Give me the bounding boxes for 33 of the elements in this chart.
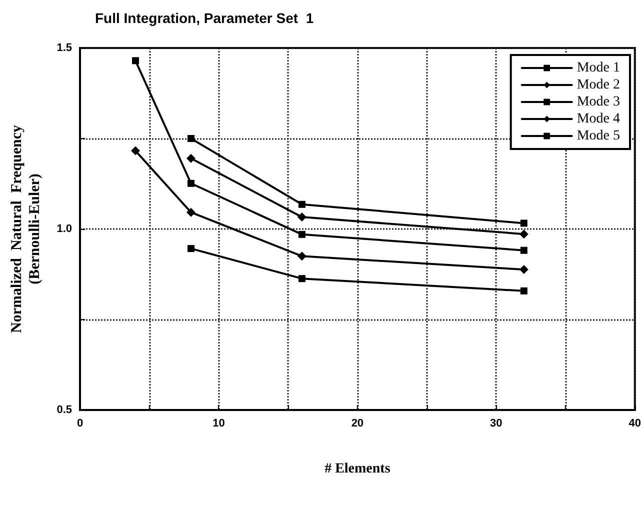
x-tick-label: 0 — [76, 418, 84, 430]
y-tick-label: 1.0 — [56, 223, 72, 235]
y-axis-title: Normalized Natural Frequency (Bernoulli-Euler) — [9, 124, 43, 334]
legend-label: Mode 1 — [576, 60, 620, 76]
point — [297, 252, 306, 261]
y-tick-label: 0.5 — [56, 404, 72, 416]
point — [186, 208, 196, 217]
point — [132, 57, 139, 64]
legend-label: Mode 3 — [576, 94, 620, 110]
point — [186, 154, 196, 163]
x-tick-label: 40 — [628, 418, 642, 430]
legend-label: Mode 2 — [576, 78, 620, 92]
point — [130, 146, 140, 156]
x-tick-label: 20 — [351, 418, 364, 430]
point — [187, 135, 194, 142]
legend-label: Mode 4 — [576, 112, 620, 126]
point — [298, 275, 306, 282]
point — [297, 212, 306, 222]
legend-label: Mode 5 — [576, 128, 620, 144]
x-tick-label: 30 — [490, 418, 502, 430]
point — [298, 200, 306, 208]
point — [187, 245, 194, 252]
chart-title: Full Integration, Parameter Set 1 — [95, 10, 314, 26]
point — [519, 230, 528, 239]
point — [520, 287, 528, 294]
point — [298, 230, 306, 238]
x-tick-label: 10 — [212, 418, 225, 430]
y-tick-label: 1.5 — [56, 42, 72, 54]
point — [520, 246, 528, 254]
x-axis-title: # Elements — [324, 462, 391, 476]
point — [520, 220, 528, 227]
point — [187, 180, 194, 187]
point — [519, 265, 528, 274]
